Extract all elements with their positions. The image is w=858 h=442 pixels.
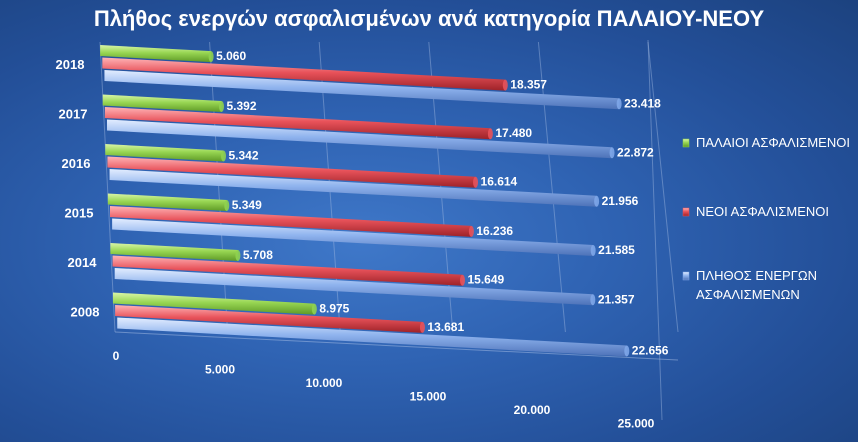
- bar-end-cap: [487, 128, 493, 140]
- bar-end-cap: [218, 101, 224, 113]
- data-label: 17.480: [495, 126, 532, 140]
- legend-swatch: [682, 271, 690, 281]
- bar-end-cap: [459, 274, 465, 286]
- data-label: 21.585: [598, 243, 635, 257]
- legend-label: ΑΣΦΑΛΙΣΜΕΝΩΝ: [696, 287, 800, 302]
- bar-end-cap: [311, 303, 317, 315]
- bar-palaioi: [107, 193, 227, 212]
- gridline: [647, 41, 679, 333]
- bar-neoi: [112, 255, 463, 286]
- bar-neoi: [102, 57, 506, 91]
- bar-palaioi: [105, 144, 224, 162]
- plot-right-edge: [647, 39, 663, 421]
- legend-swatch: [682, 138, 690, 148]
- bar-plithos: [114, 268, 593, 306]
- bar-plithos: [104, 70, 620, 110]
- legend-label: ΝΕΟΙ ΑΣΦΑΛΙΣΜΕΝΟΙ: [696, 204, 829, 219]
- data-label: 16.614: [481, 175, 518, 189]
- data-label: 22.656: [632, 344, 669, 358]
- bar-neoi: [104, 107, 491, 140]
- bar-end-cap: [502, 79, 508, 91]
- bar-plithos: [107, 119, 613, 159]
- bar-end-cap: [609, 147, 615, 159]
- x-tick-label: 25.000: [618, 417, 655, 431]
- bar-end-cap: [235, 250, 241, 262]
- data-label: 21.357: [598, 292, 635, 306]
- x-tick-label: 10.000: [306, 376, 343, 390]
- bar-neoi: [109, 206, 472, 237]
- bar-end-cap: [590, 294, 596, 306]
- data-labels: 8.975 13.681 22.656 5.708 15.649 21.357 5.349 1…: [216, 49, 669, 357]
- data-label: 5.060: [216, 49, 246, 63]
- bar-end-cap: [220, 150, 226, 162]
- bar-end-cap: [224, 200, 230, 212]
- bar-neoi: [115, 305, 423, 333]
- bar-end-cap: [419, 321, 425, 333]
- category-label: 2008: [71, 305, 100, 320]
- data-label: 13.681: [427, 320, 464, 334]
- data-label: 16.236: [476, 224, 513, 238]
- category-label: 2016: [62, 156, 91, 171]
- floor-line: [114, 331, 679, 361]
- data-label: 22.872: [617, 145, 654, 159]
- bar-end-cap: [590, 244, 596, 256]
- gridline: [99, 41, 116, 333]
- x-tick-label: 0: [113, 349, 120, 363]
- gridline: [537, 41, 566, 333]
- data-label: 15.649: [467, 273, 504, 287]
- data-label: 21.956: [602, 194, 639, 208]
- legend-label: ΠΑΛΑΙΟΙ ΑΣΦΑΛΙΣΜΕΝΟΙ: [696, 135, 850, 150]
- data-label: 8.975: [319, 302, 349, 316]
- bars: [100, 45, 630, 357]
- bar-plithos: [112, 218, 594, 256]
- legend-swatch: [682, 207, 690, 217]
- y-axis-categories: 2008 2014 2015 2016 2017 2018: [56, 57, 100, 320]
- data-label: 5.708: [243, 248, 273, 262]
- data-label: 18.357: [510, 78, 547, 92]
- bar-palaioi: [110, 243, 238, 262]
- data-label: 5.392: [226, 99, 256, 113]
- legend: ΠΑΛΑΙΟΙ ΑΣΦΑΛΙΣΜΕΝΟΙ ΝΕΟΙ ΑΣΦΑΛΙΣΜΕΝΟΙ ΠΛΗ…: [682, 135, 850, 302]
- legend-label: ΠΛΗΘΟΣ ΕΝΕΡΓΩΝ: [696, 268, 817, 283]
- data-label: 5.349: [232, 198, 262, 212]
- chart-title: Πλήθος ενεργών ασφαλισμένων ανά κατηγορί…: [94, 6, 765, 31]
- bar-neoi: [107, 156, 476, 188]
- bar-palaioi: [102, 94, 222, 113]
- x-tick-label: 20.000: [514, 403, 551, 417]
- x-tick-label: 5.000: [205, 363, 235, 377]
- category-label: 2015: [65, 206, 94, 221]
- data-label: 23.418: [624, 96, 661, 110]
- data-label: 5.342: [228, 149, 258, 163]
- category-label: 2014: [68, 255, 98, 270]
- bar-plithos: [109, 169, 597, 207]
- bar-end-cap: [616, 98, 622, 110]
- category-label: 2018: [56, 57, 85, 72]
- bar-end-cap: [468, 225, 474, 237]
- x-axis-ticks: 0 5.000 10.000 15.000 20.000 25.000: [113, 349, 655, 431]
- bar-end-cap: [624, 345, 630, 357]
- category-label: 2017: [59, 107, 88, 122]
- bar-end-cap: [208, 51, 214, 63]
- x-tick-label: 15.000: [410, 390, 447, 404]
- bar-palaioi: [112, 292, 315, 315]
- bar-end-cap: [594, 195, 600, 207]
- bar-end-cap: [473, 176, 479, 188]
- bar-plithos: [117, 317, 627, 357]
- bar-palaioi: [100, 45, 212, 63]
